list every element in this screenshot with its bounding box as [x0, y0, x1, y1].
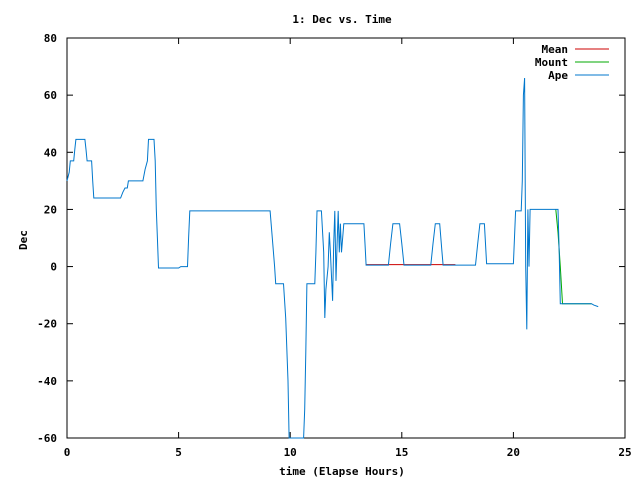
series-line-mount — [555, 209, 592, 305]
y-tick-label: 80 — [44, 32, 57, 45]
y-axis-label: Dec — [17, 230, 30, 250]
plot-frame — [66, 37, 626, 439]
y-tick-label: 40 — [44, 146, 57, 159]
x-axis-label: time (Elapse Hours) — [279, 465, 405, 478]
x-tick-label: 15 — [395, 446, 408, 459]
x-tick-label: 20 — [507, 446, 520, 459]
x-tick-label: 10 — [284, 446, 297, 459]
series-layer — [66, 77, 599, 439]
y-tick-label: 20 — [44, 203, 57, 216]
y-tick-label: 0 — [50, 261, 57, 274]
legend-label-mean: Mean — [542, 43, 569, 56]
y-tick-label: -60 — [37, 432, 57, 445]
y-tick-label: 60 — [44, 89, 57, 102]
axes: 0 5 10 15 20 25 -60 -40 -20 0 20 40 60 80 — [37, 32, 632, 459]
legend-label-mount: Mount — [535, 56, 568, 69]
x-tick-label: 0 — [64, 446, 71, 459]
legend-label-ape: Ape — [548, 69, 568, 82]
series-line-ape — [66, 77, 599, 439]
y-tick-label: -20 — [37, 318, 57, 331]
y-tick-label: -40 — [37, 375, 57, 388]
x-tick-label: 5 — [175, 446, 182, 459]
chart-title: 1: Dec vs. Time — [292, 13, 392, 26]
x-tick-label: 25 — [618, 446, 631, 459]
